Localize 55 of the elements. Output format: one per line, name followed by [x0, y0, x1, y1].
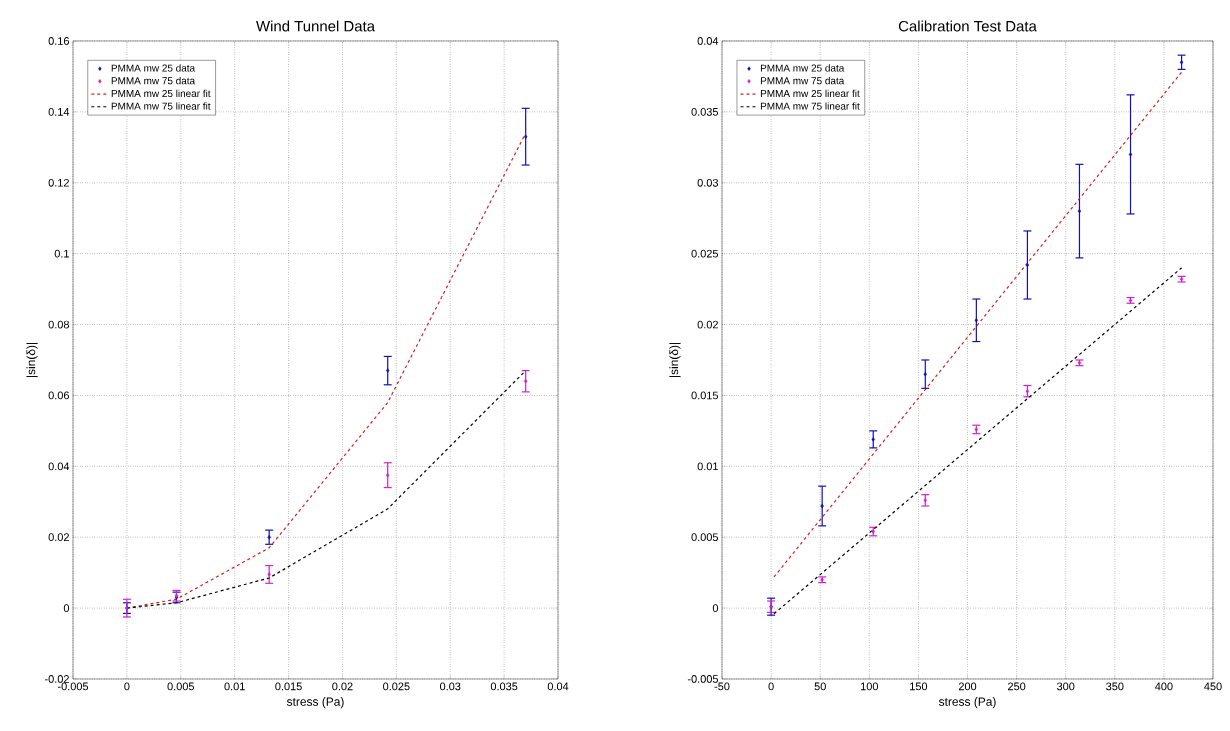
y-tick-label: -0.02 [44, 675, 69, 683]
y-tick-label: 0.02 [48, 533, 69, 542]
y-tick-label: 0.04 [48, 462, 70, 471]
legend-label: PMMA mw 75 linear fit [760, 102, 860, 110]
y-axis-title: |sin(δ)| [669, 343, 681, 377]
y-axis-title: |sin(δ)| [26, 343, 38, 377]
legend-label: PMMA mw 25 linear fit [111, 89, 211, 98]
x-tick-label: 0.035 [490, 682, 518, 691]
y-tick-label: 0.015 [691, 391, 719, 400]
legend-label: PMMA mw 75 data [760, 77, 845, 85]
x-tick-label: 100 [861, 682, 879, 691]
y-tick-label: 0.025 [691, 249, 719, 258]
x-tick-label: -0.005 [57, 682, 89, 691]
y-tick-label: 0.035 [691, 108, 719, 116]
x-tick-label: 0 [768, 682, 774, 691]
x-tick-label: 250 [1008, 682, 1026, 691]
x-tick-label: 150 [910, 682, 928, 691]
y-tick-label: 0.16 [48, 37, 69, 45]
x-tick-label: 50 [814, 682, 826, 691]
x-axis-title: stress (Pa) [286, 697, 344, 709]
x-tick-label: 0.03 [439, 682, 461, 691]
legend-label: PMMA mw 25 data [111, 64, 196, 72]
y-tick-label: 0.06 [48, 391, 69, 400]
chart-title: Calibration Test Data [898, 20, 1037, 32]
y-tick-label: 0.04 [697, 37, 719, 45]
y-tick-label: 0.02 [697, 320, 718, 329]
y-tick-label: 0.01 [697, 462, 718, 471]
x-tick-label: 400 [1155, 682, 1173, 691]
x-tick-label: 0.005 [167, 682, 195, 691]
y-tick-label: 0 [712, 604, 719, 612]
y-tick-label: 0.12 [48, 178, 69, 187]
legend-label: PMMA mw 75 data [111, 77, 196, 85]
y-tick-label: -0.005 [687, 675, 719, 683]
x-tick-label: 0.025 [383, 682, 410, 691]
y-tick-label: 0.08 [48, 320, 69, 329]
x-tick-label: 0.015 [275, 682, 302, 691]
x-tick-label: 350 [1106, 682, 1124, 691]
x-tick-label: 0 [124, 682, 130, 691]
x-tick-label: 450 [1204, 682, 1222, 691]
y-tick-label: 0.005 [691, 533, 719, 542]
legend-label: PMMA mw 25 linear fit [760, 89, 860, 98]
x-tick-label: 0.01 [224, 682, 245, 691]
y-tick-label: 0.03 [697, 178, 719, 187]
legend-label: PMMA mw 75 linear fit [111, 102, 211, 110]
x-axis-title: stress (Pa) [938, 697, 996, 709]
x-tick-label: 200 [958, 682, 977, 691]
x-tick-label: 300 [1056, 682, 1075, 691]
legend-label: PMMA mw 25 data [760, 64, 845, 72]
x-tick-label: 0.02 [332, 682, 353, 691]
x-tick-label: 0.04 [547, 682, 569, 691]
y-tick-label: 0.1 [54, 249, 69, 258]
chart-title: Wind Tunnel Data [256, 20, 376, 32]
y-tick-label: 0.14 [48, 108, 70, 116]
y-tick-label: 0 [63, 604, 70, 612]
x-tick-label: -50 [714, 682, 730, 691]
